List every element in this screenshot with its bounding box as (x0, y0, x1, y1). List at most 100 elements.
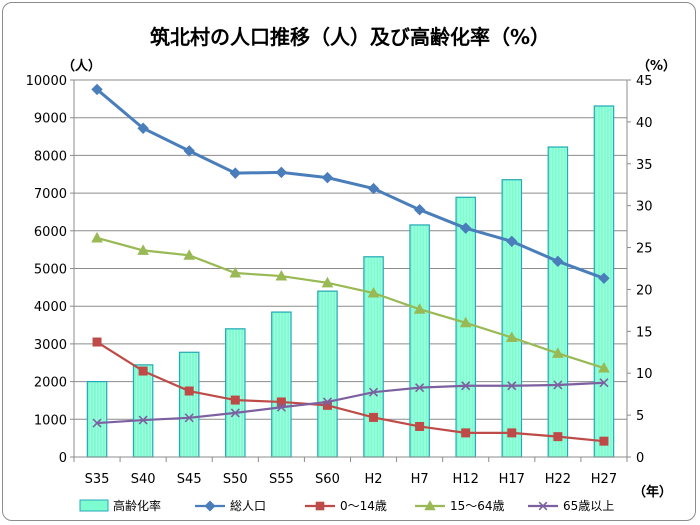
x-tick-label: H22 (545, 472, 571, 487)
square-marker (92, 337, 102, 347)
right-tick-label: 35 (636, 158, 653, 173)
right-axis-unit: （%） (637, 58, 676, 74)
x-stroke (322, 397, 333, 407)
chart-title: 筑北村の人口推移（人）及び高齢化率（%） (150, 25, 550, 49)
x-marker (415, 383, 425, 393)
right-tick-label: 25 (636, 242, 653, 257)
x-stroke (184, 413, 194, 423)
x-tick-label: S50 (223, 472, 248, 487)
x-marker (599, 378, 609, 388)
square-marker (369, 412, 379, 422)
legend-item: 65歳以上 (528, 499, 614, 513)
triangle-marker (137, 244, 149, 255)
population-lines (91, 83, 610, 446)
x-stroke (599, 378, 609, 388)
aging-rate-bar (271, 311, 292, 458)
triangle-marker (424, 500, 436, 511)
triangle-marker (598, 361, 610, 373)
x-stroke (276, 402, 286, 412)
legend-item: 高齢化率 (79, 498, 161, 513)
x-stroke (461, 381, 471, 391)
x-marker (553, 380, 563, 390)
diamond-marker (204, 500, 216, 512)
square-marker (276, 397, 286, 407)
triangle-marker (229, 266, 242, 278)
triangle-marker (459, 316, 472, 328)
legend-swatch (79, 499, 109, 512)
right-tick-label: 30 (636, 200, 653, 215)
series-square (92, 337, 609, 446)
x-stroke (230, 408, 240, 418)
left-tick-label: 3000 (34, 338, 67, 353)
left-tick-label: 6000 (34, 225, 67, 240)
x-stroke (507, 381, 517, 391)
left-tick-label: 9000 (34, 112, 67, 127)
aging-rate-bars (86, 105, 615, 458)
triangle-marker (275, 270, 288, 281)
triangle-marker (91, 231, 103, 243)
right-tick-label: 10 (636, 367, 653, 382)
square-marker (415, 421, 425, 431)
left-tick-label: 7000 (34, 187, 67, 202)
triangle-marker (183, 249, 196, 260)
square-marker (553, 432, 563, 442)
square-marker (184, 386, 194, 396)
diamond-marker (552, 255, 564, 268)
square-marker (230, 395, 240, 405)
x-tick-label: S55 (269, 472, 294, 487)
left-axis-unit: （人） (62, 58, 101, 74)
aging-rate-bar (363, 256, 384, 458)
x-marker (138, 415, 148, 425)
x-tick-label: H7 (411, 472, 429, 487)
triangle-marker (321, 276, 334, 288)
x-tick-label: S60 (315, 472, 340, 487)
x-marker (538, 501, 548, 511)
aging-rate-bar (178, 351, 200, 458)
square-marker (138, 366, 148, 376)
x-stroke (368, 387, 379, 397)
x-marker (461, 381, 471, 391)
right-tick-label: 0 (636, 451, 644, 466)
x-tick-label: H12 (453, 472, 479, 487)
diamond-marker (460, 222, 472, 234)
aging-rate-bar (547, 146, 569, 458)
legend-item: 0～14歳 (305, 499, 387, 513)
triangle-marker (552, 347, 564, 358)
diamond-marker (91, 83, 103, 96)
right-tick-label: 5 (636, 409, 644, 424)
left-tick-label: 2000 (34, 376, 67, 391)
aging-rate-bar (317, 290, 338, 458)
diamond-marker (506, 235, 518, 248)
x-marker (276, 402, 286, 412)
legend-label: 高齢化率 (113, 498, 161, 513)
x-stroke (138, 415, 148, 425)
x-tick-label: H17 (499, 472, 525, 487)
series-line (96, 236, 605, 370)
diamond-marker (229, 167, 241, 179)
x-marker (368, 387, 379, 397)
x-tick-label: H2 (365, 472, 383, 487)
series-triangle (91, 231, 610, 373)
legend: 高齢化率 総人口 0～14歳 15～64歳 65歳以上 (79, 498, 614, 513)
diamond-marker (275, 166, 288, 179)
series-line (96, 341, 605, 443)
legend-label: 15～64歳 (450, 499, 505, 513)
right-tick-label: 40 (636, 116, 653, 131)
triangle-marker (413, 303, 426, 314)
aging-rate-bar (409, 224, 430, 458)
x-marker (230, 408, 240, 418)
tick-labels: 0100020003000400050006000700080009000100… (26, 74, 653, 487)
square-marker (461, 428, 471, 438)
right-tick-label: 15 (636, 325, 653, 340)
legend-item: 15～64歳 (415, 499, 505, 513)
diamond-marker (137, 122, 149, 134)
left-tick-label: 4000 (34, 300, 67, 315)
x-axis-unit: （年） (633, 484, 672, 500)
aging-rate-bar (86, 381, 108, 458)
legend-item: 総人口 (195, 499, 266, 513)
aging-rate-bar (501, 179, 523, 458)
series-x (92, 378, 609, 428)
aging-rate-bar (225, 328, 246, 458)
x-tick-label: S40 (131, 472, 156, 487)
